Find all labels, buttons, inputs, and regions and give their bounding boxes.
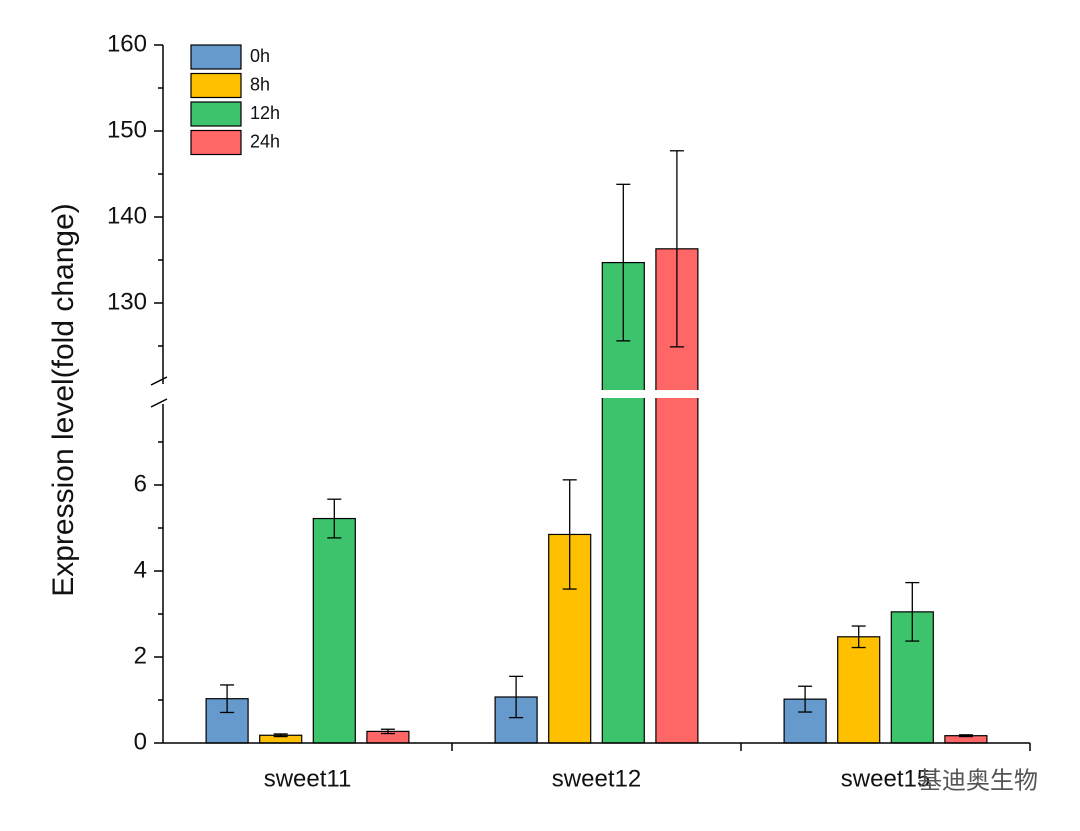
legend-label: 8h (250, 74, 270, 94)
legend-label: 24h (250, 131, 280, 151)
bar (837, 636, 881, 744)
legend-label: 12h (250, 103, 280, 123)
error-bar (273, 733, 288, 738)
y-tick-label: 6 (134, 470, 147, 497)
legend-label: 0h (250, 46, 270, 66)
y-tick-label: 150 (107, 116, 147, 143)
error-bar (669, 150, 684, 348)
x-tick-label: sweet15 (841, 765, 930, 792)
error-bar (562, 479, 577, 590)
legend-swatch (190, 72, 242, 99)
axis-break-gap (165, 390, 1030, 398)
error-bar (958, 734, 973, 738)
x-tick-label: sweet11 (264, 765, 352, 792)
error-bar (220, 684, 235, 714)
legend-swatch (190, 44, 242, 70)
error-bar (905, 581, 920, 642)
legend-swatch (190, 129, 242, 156)
error-bar (616, 183, 631, 342)
y-tick-label: 140 (107, 202, 147, 229)
y-tick-label: 130 (107, 288, 147, 315)
axis-break-mark (150, 398, 168, 408)
error-bar (327, 498, 342, 539)
y-tick-label: 0 (134, 728, 147, 755)
y-axis-label: Expression level(fold change) (47, 203, 80, 597)
watermark: 基迪奥生物 (918, 767, 1038, 794)
y-tick-label: 4 (134, 556, 147, 583)
bar (312, 517, 356, 744)
x-tick-label: sweet12 (552, 765, 641, 792)
y-tick-label: 2 (134, 642, 147, 669)
error-bar (798, 685, 813, 713)
error-bar (851, 625, 866, 649)
axis-break-mark (150, 376, 168, 386)
error-bar (509, 675, 524, 719)
error-bar (380, 728, 395, 735)
y-tick-label: 160 (107, 30, 147, 57)
legend-swatch (190, 101, 242, 127)
